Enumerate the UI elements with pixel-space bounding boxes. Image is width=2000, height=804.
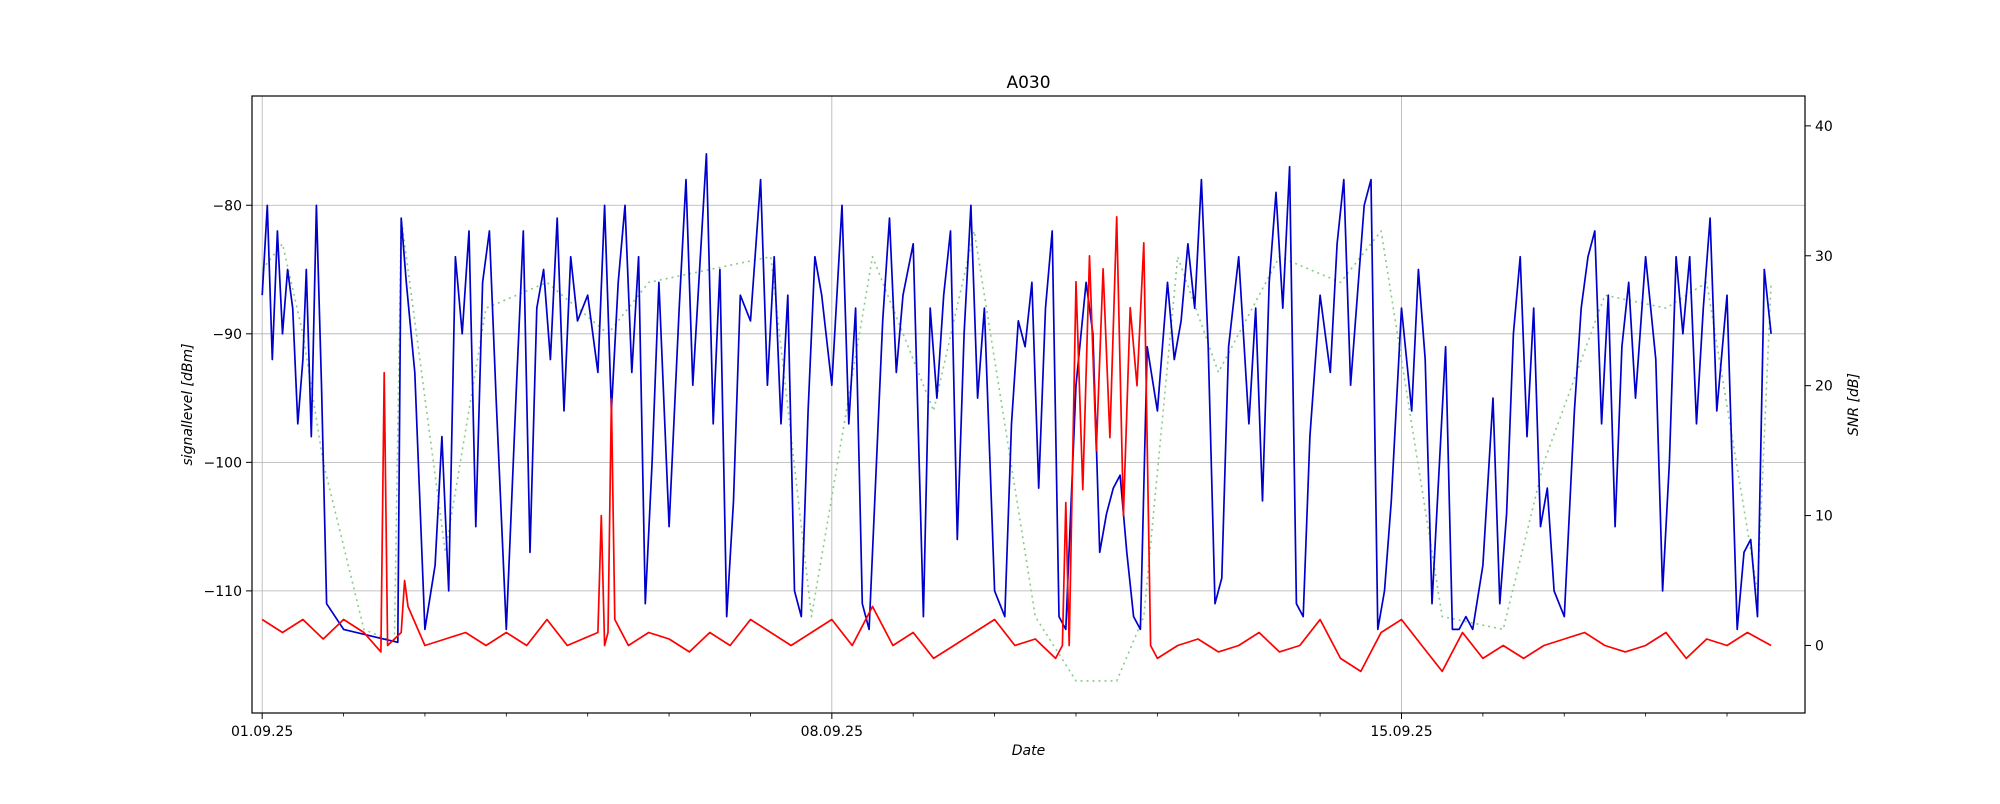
series-layer	[261, 152, 1772, 682]
y2-tick-label: 10	[1815, 509, 1833, 525]
y2-tick-label: 30	[1815, 249, 1833, 265]
y-tick-label: −80	[212, 198, 242, 214]
y-axis-label: signallevel [dBm]	[180, 343, 196, 465]
y-tick-label: −110	[204, 584, 242, 600]
y2-axis-label: SNR [dB]	[1846, 373, 1862, 436]
x-tick-label: 15.09.25	[1370, 724, 1432, 740]
snr-line	[261, 215, 1772, 673]
x-tick-label: 08.09.25	[801, 724, 863, 740]
y-tick-label: −90	[212, 327, 242, 343]
y2-tick-label: 0	[1815, 638, 1824, 654]
grid-layer	[252, 96, 1805, 713]
signal-level-line	[261, 152, 1772, 644]
chart-title: A030	[1006, 73, 1050, 93]
y-tick-label: −100	[204, 455, 242, 471]
y2-tick-label: 40	[1815, 119, 1833, 135]
x-tick-label: 01.09.25	[231, 724, 293, 740]
y2-tick-label: 20	[1815, 379, 1833, 395]
x-axis-label: Date	[1012, 743, 1045, 759]
plot-area-frame	[251, 95, 1806, 714]
ticks-layer: 01.09.25 08.09.25 15.09.25 −80 −90 −100 −110 40…	[204, 119, 1833, 740]
signal-level-dotted-line	[261, 217, 1772, 682]
